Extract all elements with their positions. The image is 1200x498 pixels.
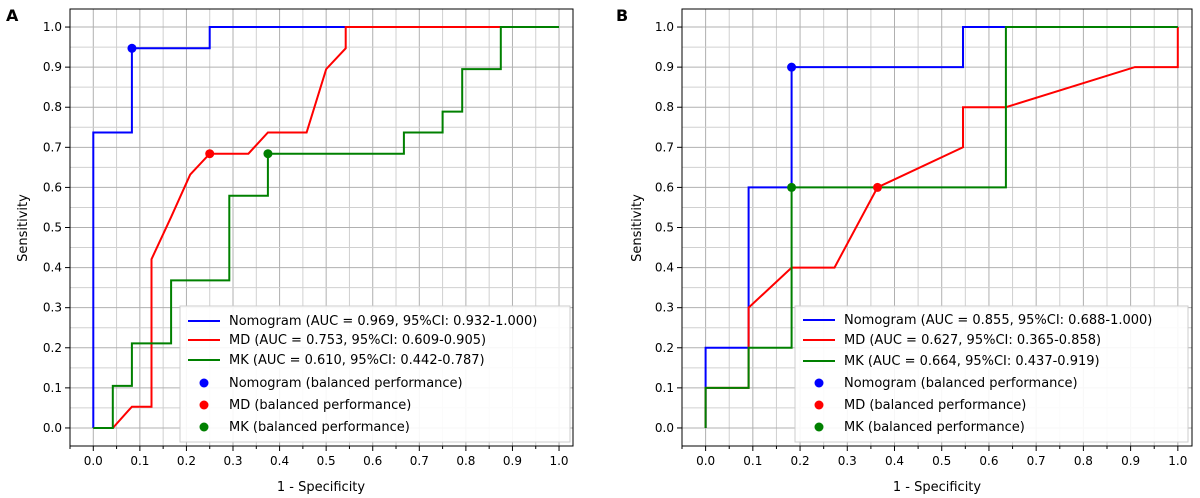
roc-line-mk-a [93,26,559,429]
x-tick-label-b: 1.0 [1168,454,1187,468]
balanced-point-md-a [205,149,215,159]
legend-marker-md-a [199,400,209,410]
x-tick-label-b: 0.9 [1121,454,1140,468]
x-tick-label-a: 0.4 [270,454,289,468]
x-tick-label-b: 0.3 [838,454,857,468]
x-tick-label-a: 0.8 [456,454,475,468]
x-tick-label-a: 0.7 [410,454,429,468]
panel-label-a: A [6,6,19,25]
legend-label-nomogram-a: Nomogram (AUC = 0.969, 95%CI: 0.932-1.00… [229,314,537,329]
legend-a: Nomogram (AUC = 0.969, 95%CI: 0.932-1.00… [179,305,571,443]
y-tick-label-a: 0.4 [43,261,62,275]
legend-label-md-balanced-b: MD (balanced performance) [844,398,1026,413]
x-tick-label-a: 0.3 [223,454,242,468]
y-tick-label-b: 0.9 [655,60,674,74]
x-tick-label-a: 0.9 [503,454,522,468]
y-tick-label-a: 0.8 [43,100,62,114]
legend-marker-nomogram-a [199,378,209,388]
legend-marker-mk-a [199,422,209,432]
legend-box-a [179,305,571,443]
x-tick-label-b: 0.2 [791,454,810,468]
x-tick-label-a: 0.6 [363,454,382,468]
x-tick-label-a: 0.0 [84,454,103,468]
y-tick-label-b: 0.1 [655,381,674,395]
legend-marker-nomogram-b [814,378,824,388]
x-tick-label-b: 0.5 [932,454,951,468]
y-tick-label-b: 0.2 [655,341,674,355]
y-tick-label-b: 0.8 [655,100,674,114]
legend-box-b [794,305,1189,443]
y-tick-label-b: 0.3 [655,301,674,315]
x-tick-label-b: 0.0 [696,454,715,468]
legend-label-nomogram-balanced-a: Nomogram (balanced performance) [229,376,463,391]
x-tick-label-b: 0.8 [1074,454,1093,468]
legend-b: Nomogram (AUC = 0.855, 95%CI: 0.688-1.00… [794,305,1189,443]
x-tick-label-b: 0.1 [743,454,762,468]
y-tick-label-a: 0.7 [43,140,62,154]
y-tick-label-b: 0.6 [655,180,674,194]
legend-label-md-a: MD (AUC = 0.753, 95%CI: 0.609-0.905) [229,333,486,348]
y-tick-label-b: 0.5 [655,221,674,235]
y-tick-label-a: 0.6 [43,180,62,194]
y-tick-label-a: 0.2 [43,341,62,355]
legend-label-mk-balanced-a: MK (balanced performance) [229,420,410,435]
x-tick-label-a: 0.2 [177,454,196,468]
legend-marker-mk-b [814,422,824,432]
balanced-point-md-b [873,182,882,192]
balanced-markers-b [787,62,882,192]
balanced-markers-a [127,43,273,159]
x-tick-label-b: 0.6 [979,454,998,468]
panel-label-b: B [616,6,628,25]
balanced-point-mk-a [263,149,273,159]
y-axis-label-b: Sensitivity [630,194,645,262]
y-tick-label-b: 0.4 [655,261,674,275]
x-tick-label-a: 0.5 [317,454,336,468]
legend-label-mk-balanced-b: MK (balanced performance) [844,420,1025,435]
y-tick-label-b: 0.0 [655,421,674,435]
y-tick-label-b: 1.0 [655,20,674,34]
x-tick-label-b: 0.4 [885,454,904,468]
x-tick-label-a: 0.1 [130,454,149,468]
x-tick-label-b: 0.7 [1027,454,1046,468]
y-tick-label-a: 0.3 [43,301,62,315]
y-tick-label-a: 1.0 [43,20,62,34]
y-tick-label-a: 0.5 [43,221,62,235]
legend-marker-md-b [814,400,824,410]
roc-chart-a: A 0.0 0.1 0.2 0.3 0.4 0.5 0.6 0.7 0.8 0.9 1.0 0.00… [6,6,574,495]
balanced-point-nomogram-b [787,62,797,72]
x-ticks-a: 0.0 0.1 0.2 0.3 0.4 0.5 0.6 0.7 0.8 0.9 1.0 [69,446,569,468]
legend-label-nomogram-b: Nomogram (AUC = 0.855, 95%CI: 0.688-1.00… [844,313,1152,328]
legend-label-nomogram-balanced-b: Nomogram (balanced performance) [844,376,1078,391]
y-tick-label-b: 0.7 [655,140,674,154]
y-tick-label-a: 0.9 [43,60,62,74]
y-tick-label-a: 0.0 [43,421,62,435]
roc-line-mk-b [704,26,1178,428]
legend-label-md-balanced-a: MD (balanced performance) [229,398,411,413]
x-ticks-b: 0.0 0.1 0.2 0.3 0.4 0.5 0.6 0.7 0.8 0.9 1.0 [681,446,1187,468]
y-ticks-a: 0.0 0.1 0.2 0.3 0.4 0.5 0.6 0.7 0.8 0.9 1.0 [43,20,70,435]
legend-label-md-b: MD (AUC = 0.627, 95%CI: 0.365-0.858) [844,333,1101,348]
balanced-point-nomogram-a [127,43,137,53]
legend-label-mk-b: MK (AUC = 0.664, 95%CI: 0.437-0.919) [844,354,1100,369]
x-axis-label-a: 1 - Specificity [277,480,366,495]
balanced-point-mk-b [787,182,797,192]
y-ticks-b: 0.0 0.1 0.2 0.3 0.4 0.5 0.6 0.7 0.8 0.9 1.0 [655,20,682,435]
roc-chart-b: B 0.0 0.1 0.2 0.3 0.4 0.5 0.6 0.7 0.8 0.9 1.0 0.00… [616,6,1193,495]
x-tick-label-a: 1.0 [549,454,568,468]
x-axis-label-b: 1 - Specificity [893,480,982,495]
legend-label-mk-a: MK (AUC = 0.610, 95%CI: 0.442-0.787) [229,353,485,368]
y-tick-label-a: 0.1 [43,381,62,395]
y-axis-label-a: Sensitivity [16,194,31,262]
